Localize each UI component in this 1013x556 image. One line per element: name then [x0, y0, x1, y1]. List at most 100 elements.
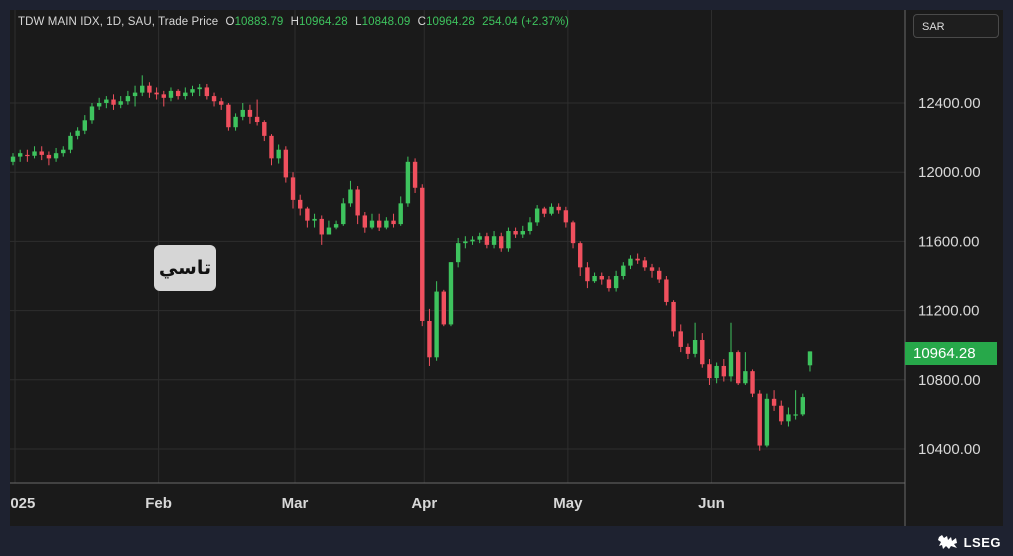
- x-tick-label: May: [553, 495, 583, 512]
- candle-body: [219, 101, 224, 105]
- candle-body: [635, 258, 640, 261]
- candle-body: [427, 320, 432, 358]
- candle: [82, 115, 87, 135]
- candle: [707, 359, 712, 385]
- y-tick-label: 11600.00: [918, 233, 979, 250]
- candle: [326, 220, 332, 235]
- candle: [269, 134, 274, 166]
- candle: [570, 220, 576, 249]
- candle: [32, 146, 37, 159]
- candle-body: [384, 220, 389, 228]
- candle: [455, 237, 461, 268]
- candle: [520, 225, 525, 238]
- candle-body: [283, 149, 289, 178]
- candle-body: [750, 371, 755, 394]
- candle: [75, 127, 80, 140]
- candle-body: [240, 109, 245, 117]
- candle-body: [53, 153, 59, 159]
- candle: [807, 351, 813, 372]
- candle-body: [420, 187, 425, 321]
- candle-body: [39, 151, 44, 155]
- candle-body: [147, 85, 152, 93]
- candle: [362, 211, 368, 233]
- candle: [405, 156, 411, 207]
- candle: [132, 85, 138, 107]
- candle-body: [692, 340, 698, 354]
- candle: [276, 144, 281, 164]
- candle-body: [132, 92, 138, 97]
- candle: [46, 151, 52, 166]
- candle: [204, 83, 210, 100]
- candle-body: [269, 135, 274, 159]
- candle: [606, 276, 612, 292]
- candle: [211, 92, 217, 107]
- ohlc-legend: TDW MAIN IDX, 1D, SAU, Trade Price O1088…: [18, 16, 569, 28]
- y-tick-label: 12400.00: [918, 95, 981, 112]
- candle-body: [599, 276, 604, 280]
- candle-body: [628, 258, 633, 266]
- candle-body: [355, 189, 360, 216]
- candle: [628, 255, 633, 270]
- candle: [25, 149, 30, 162]
- candle-body: [542, 208, 547, 214]
- candle: [118, 96, 123, 109]
- candle-body: [61, 149, 66, 154]
- candle: [506, 227, 511, 252]
- candle-body: [527, 222, 533, 232]
- candle: [621, 262, 626, 280]
- candle-body: [46, 154, 52, 159]
- currency-selector[interactable]: SAR: [913, 14, 999, 38]
- chart-panel: 12400.00 12000.00 11600.00 11200.00 10800.00…: [10, 10, 1003, 526]
- candle: [262, 120, 267, 142]
- candle: [649, 263, 655, 278]
- candle: [556, 203, 561, 214]
- candle-body: [82, 120, 87, 131]
- candle: [743, 352, 748, 385]
- candle-body: [376, 220, 382, 228]
- candle: [484, 232, 490, 249]
- candle: [757, 390, 762, 451]
- candle: [434, 281, 439, 361]
- candle: [233, 113, 238, 131]
- candle: [305, 206, 310, 228]
- candle-body: [17, 153, 23, 157]
- candle: [585, 262, 590, 289]
- candle-body: [807, 351, 813, 366]
- candle: [283, 146, 289, 183]
- candle-body: [613, 276, 619, 289]
- candle: [685, 343, 691, 360]
- candle: [355, 186, 360, 225]
- candle: [700, 333, 705, 368]
- price-chart[interactable]: 12400.00 12000.00 11600.00 11200.00 10800.00…: [10, 10, 1003, 526]
- candle-body: [477, 236, 482, 240]
- candle-body: [491, 236, 497, 245]
- candle-body: [211, 96, 217, 102]
- candle-body: [513, 231, 518, 235]
- candle-body: [75, 130, 80, 136]
- x-tick-label: 2025: [10, 495, 35, 512]
- candle-body: [470, 239, 475, 242]
- candle-body: [621, 265, 626, 276]
- candle-body: [25, 154, 30, 157]
- legend-title: TDW MAIN IDX, 1D, SAU, Trade Price: [18, 16, 219, 28]
- low-label: L: [355, 16, 362, 28]
- candle-body: [333, 224, 339, 228]
- candle-body: [412, 161, 418, 188]
- candle: [613, 270, 619, 292]
- x-tick-label: Apr: [411, 495, 437, 512]
- candle: [104, 96, 109, 109]
- candle-body: [592, 276, 597, 282]
- candle: [692, 322, 698, 358]
- candle-body: [197, 87, 202, 90]
- candle-body: [111, 99, 116, 105]
- candle: [771, 390, 777, 411]
- candle-body: [714, 365, 719, 379]
- candle-body: [262, 122, 267, 136]
- candle-body: [233, 116, 238, 128]
- candle: [298, 194, 303, 216]
- candle-body: [254, 116, 260, 123]
- candle-body: [649, 267, 655, 271]
- candle: [793, 390, 798, 420]
- candle-body: [154, 92, 159, 95]
- candle: [642, 256, 648, 271]
